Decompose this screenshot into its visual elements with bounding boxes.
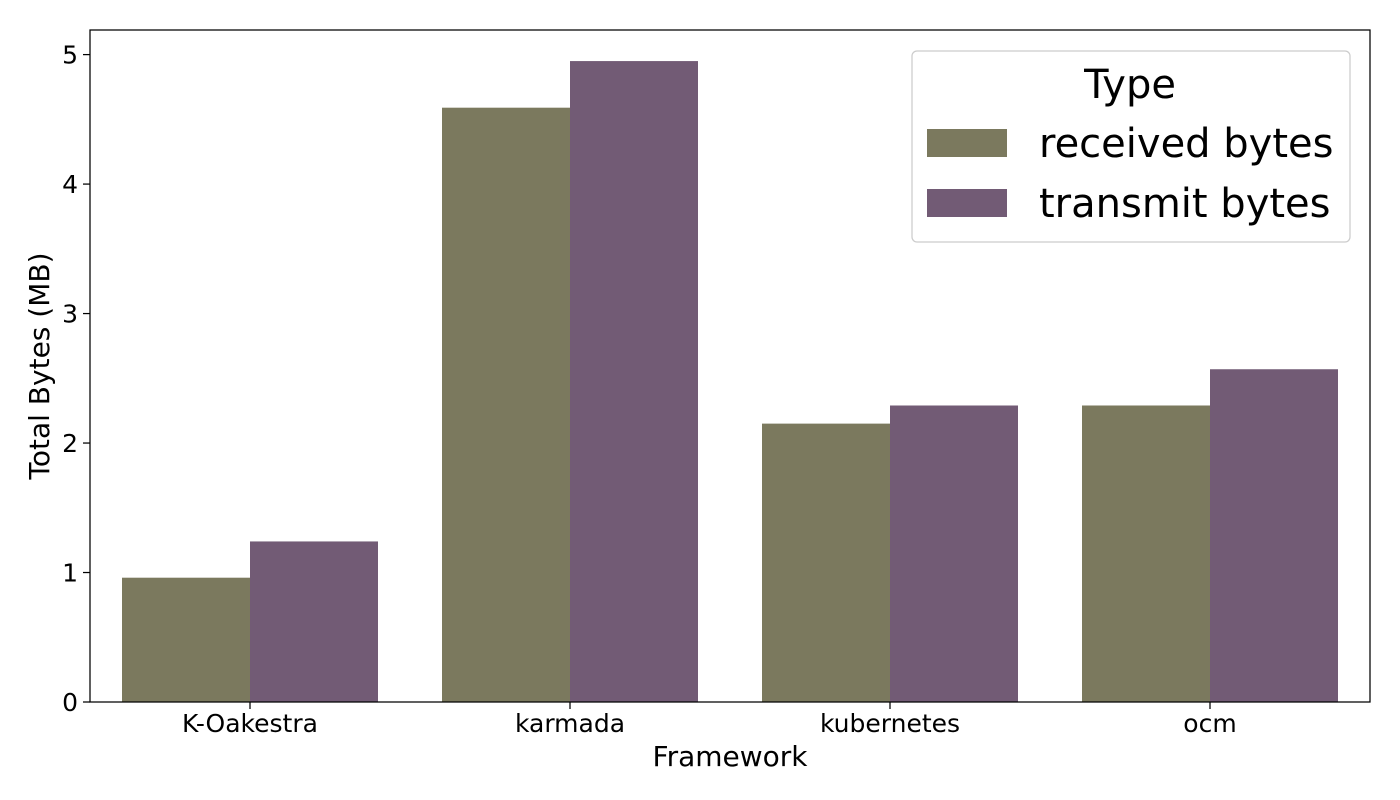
y-tick-label: 2: [62, 429, 78, 458]
bar-kubernetes-received-bytes: [762, 423, 890, 702]
y-tick-label: 1: [62, 559, 78, 588]
y-axis-label: Total Bytes (MB): [23, 253, 56, 481]
y-tick-label: 4: [62, 170, 78, 199]
x-axis: K-Oakestra karmada kubernetes ocm: [182, 702, 1237, 738]
x-tick-label: ocm: [1183, 709, 1236, 738]
bar-k-oakestra-transmit-bytes: [250, 541, 378, 702]
bar-karmada-transmit-bytes: [570, 61, 698, 703]
legend-title: Type: [1083, 62, 1176, 108]
bar-k-oakestra-received-bytes: [122, 577, 250, 702]
legend-label: transmit bytes: [1039, 181, 1331, 227]
bar-ocm-received-bytes: [1082, 405, 1210, 702]
y-tick-label: 0: [62, 688, 78, 717]
x-tick-label: karmada: [515, 709, 625, 738]
bar-ocm-transmit-bytes: [1210, 369, 1338, 702]
x-tick-label: kubernetes: [820, 709, 960, 738]
bars-layer: [122, 61, 1338, 703]
y-axis: 0 1 2 3 4 5: [62, 41, 90, 717]
x-tick-label: K-Oakestra: [182, 709, 318, 738]
x-axis-label: Framework: [653, 740, 809, 773]
y-tick-label: 5: [62, 41, 78, 70]
y-tick-label: 3: [62, 300, 78, 329]
plot-area-frame: [89, 29, 1371, 703]
bar-karmada-received-bytes: [442, 107, 570, 702]
legend-swatch: [927, 189, 1007, 217]
legend-items: received bytes transmit bytes: [927, 121, 1333, 227]
legend-swatch: [927, 129, 1007, 157]
bar-kubernetes-transmit-bytes: [890, 405, 1018, 702]
legend: Type received bytes transmit bytes: [911, 50, 1351, 243]
legend-box: [911, 50, 1351, 243]
legend-label: received bytes: [1039, 121, 1333, 167]
